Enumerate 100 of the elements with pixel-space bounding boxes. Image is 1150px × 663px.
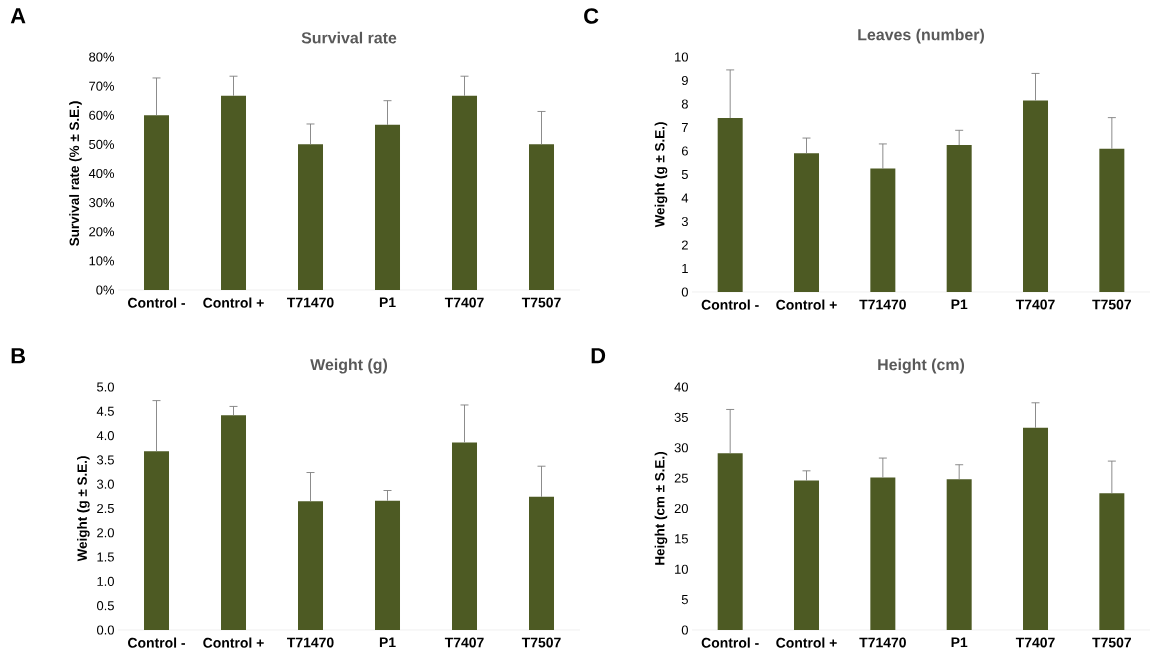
y-tick-label: 0 [681,287,688,297]
x-tick-label: Control - [701,637,759,648]
y-tick-label: 3 [681,216,688,227]
x-tick-label: T7407 [1015,299,1055,310]
bar [221,95,247,290]
y-tick-label: 10 [675,564,688,574]
bar [221,415,247,630]
y-tick-label: 2.0 [97,528,114,538]
y-tick-label: 1.5 [97,552,114,562]
x-tick-label: Control + [776,299,837,310]
x-tick-label: T7507 [521,297,561,308]
x-tick-label: T7507 [1092,637,1131,648]
y-tick-label: 5 [681,169,688,179]
y-tick-label: 25 [674,473,688,483]
y-tick-label: 7 [681,123,688,132]
bar [529,144,555,290]
bar [375,500,401,630]
y-tick-label: 5 [681,595,688,605]
y-tick-label: 20% [89,227,115,237]
y-axis-title: Height (cm ± S.E.) [654,452,668,565]
y-tick-label: 20 [674,503,688,514]
x-tick-label: T7507 [521,637,561,648]
y-tick-label: 10 [675,52,688,62]
y-tick-label: 30 [674,443,688,453]
text: B [11,348,26,364]
y-tick-label: 5.0 [97,382,114,392]
chart-title: Survival rate [301,31,397,44]
y-tick-label: 30% [89,198,115,208]
bar [298,144,324,290]
bar [794,480,820,630]
y-tick-label: 80% [89,52,115,62]
bar [794,153,820,292]
y-tick-label: 0.5 [96,601,114,611]
y-tick-label: 1.0 [97,576,114,586]
y-tick-label: 0% [96,285,115,295]
y-tick-label: 50% [89,139,115,149]
text: C [584,8,599,24]
x-tick-label: Control + [203,297,264,308]
chart-title: Height (cm) [878,358,965,374]
x-tick-label: T7407 [1015,637,1055,648]
y-tick-label: 40 [674,382,688,392]
x-tick-label: T71470 [859,299,906,310]
y-tick-label: 6 [681,146,688,156]
bar [946,145,972,292]
bar [870,477,896,630]
y-tick-label: 0 [681,625,688,635]
y-tick-label: 60% [89,110,115,120]
y-tick-label: 35 [674,412,688,422]
bar [1099,148,1125,292]
y-tick-label: 2 [681,240,688,250]
y-axis-title: Weight (g ± S.E.) [654,122,668,228]
bar [1099,493,1125,630]
bar [1023,427,1049,630]
text: D [591,348,606,364]
x-tick-label: T71470 [859,637,906,648]
x-tick-label: Control + [203,637,264,648]
x-tick-label: P1 [951,637,968,648]
x-tick-label: Control + [776,637,837,648]
y-axis-title: Weight (g ± S.E.) [77,456,90,562]
x-tick-label: T71470 [287,297,334,308]
bar [375,124,401,290]
x-tick-label: Control - [128,297,185,308]
y-axis-title: Survival rate (% ± S.E.) [69,101,82,246]
x-tick-label: T7507 [1092,299,1131,310]
x-tick-label: Control - [701,299,759,310]
y-tick-label: 9 [681,75,688,86]
bar [144,451,170,630]
bar [717,453,743,630]
bar [452,95,478,290]
y-tick-label: 10% [89,256,115,266]
bar [144,115,170,290]
y-tick-label: 3.0 [96,479,114,489]
y-tick-label: 1 [682,264,688,273]
y-tick-label: 70% [89,81,115,91]
x-tick-label: T7407 [444,637,484,648]
y-tick-label: 2.5 [97,503,114,514]
y-tick-label: 3.5 [96,455,114,465]
x-tick-label: Control - [128,637,185,648]
x-tick-label: P1 [951,299,968,310]
bar [946,479,972,630]
bar [1023,100,1049,292]
x-tick-label: P1 [379,637,396,648]
bar [529,496,555,630]
bar [717,118,743,292]
bar [298,501,324,630]
x-tick-label: T7407 [444,297,484,308]
y-tick-label: 4 [681,193,689,203]
chart-title: Weight (g) [310,358,388,374]
y-tick-label: 40% [88,168,115,179]
chart-title: Leaves (number) [858,28,984,44]
y-tick-label: 4.5 [96,406,114,416]
x-tick-label: T71470 [287,637,334,648]
y-tick-label: 4.0 [96,431,114,441]
y-tick-label: 0.0 [96,625,114,635]
y-tick-label: 15 [675,534,688,544]
bar [452,442,478,630]
y-tick-label: 8 [681,99,688,109]
x-tick-label: P1 [379,297,396,308]
bar [870,168,896,292]
text: A [10,8,26,24]
